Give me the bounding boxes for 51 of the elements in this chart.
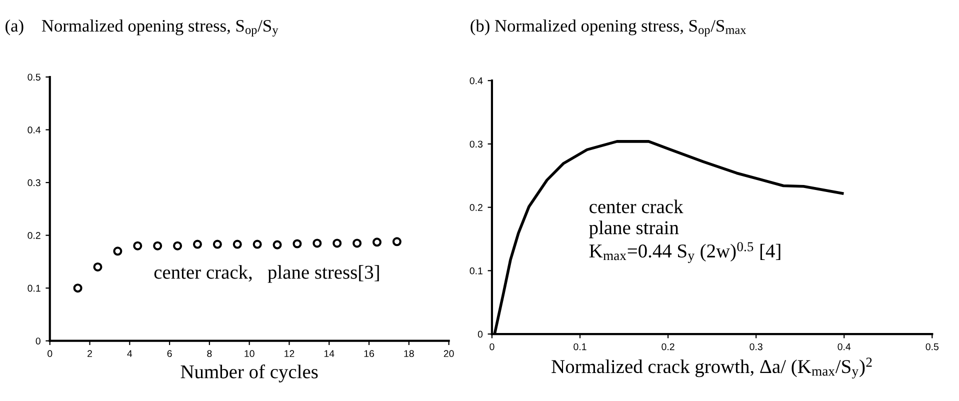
point [372, 238, 382, 247]
x-tick-label: 10 [244, 350, 254, 358]
point [153, 241, 162, 250]
y-tick-label: 0.5 [28, 74, 40, 81]
y-tick-label: 0.4 [470, 77, 483, 84]
x-tick-label: 0.1 [574, 343, 586, 350]
x-tick-label: 0 [490, 343, 494, 350]
x-tick-label: 0.4 [838, 343, 851, 350]
annotation: center crack, plane stress[3] [154, 265, 379, 283]
point [173, 241, 182, 250]
point [292, 239, 302, 248]
y-tick-label: 0.1 [28, 284, 40, 292]
x-axis-title: Normalized crack growth, Δa/ (K$_{max}$/S$_{y}$)$^{2}$ [552, 358, 872, 379]
point [73, 284, 82, 293]
point [352, 238, 362, 248]
x-tick-label: 0 [48, 350, 52, 358]
x-tick-label: 14 [324, 350, 334, 357]
point [93, 262, 102, 272]
x-tick-label: 12 [284, 350, 294, 357]
x-axis-title: Number of cycles [180, 364, 318, 382]
y-tick-label: 0.4 [28, 126, 41, 134]
x-tick-label: 2 [88, 350, 92, 357]
y-tick-label: 0.3 [470, 140, 483, 148]
y-tick-label: 0 [36, 338, 40, 344]
point [212, 240, 222, 249]
point [192, 240, 202, 249]
y-tick-label: 0.1 [470, 267, 482, 274]
point [113, 246, 122, 256]
y-tick-label: 0.2 [28, 232, 40, 239]
point [392, 237, 402, 246]
x-tick-label: 0.5 [926, 343, 938, 350]
x-tick-label: 0.3 [750, 343, 762, 350]
x-tick-label: 20 [444, 350, 454, 358]
point [133, 241, 142, 250]
point [312, 238, 322, 248]
point [272, 240, 282, 250]
point [232, 240, 242, 249]
x-tick-label: 8 [207, 350, 212, 358]
text: center crack plane strain K$_{max}$=0.44 S$_{y}$ (2w)$^{0.5}$ [4] [589, 200, 780, 263]
x-tick-label: 16 [364, 350, 374, 358]
y-tick-label: 0.2 [470, 204, 482, 211]
point [332, 238, 342, 248]
x-tick-label: 0.2 [662, 343, 674, 350]
chart-title: (a) Normalized opening stress, S$_{op}$/S$_{y}$ [6, 19, 278, 37]
x-tick-label: 18 [404, 350, 414, 358]
point [252, 240, 262, 249]
chart-title: (b) Normalized opening stress, S$_{op}$/S$_{max}$ [470, 19, 746, 36]
x-tick-label: 4 [127, 350, 132, 357]
y-tick-label: 0.3 [28, 179, 40, 186]
y-tick-label: 0 [478, 330, 483, 338]
x-tick-label: 6 [167, 350, 172, 358]
